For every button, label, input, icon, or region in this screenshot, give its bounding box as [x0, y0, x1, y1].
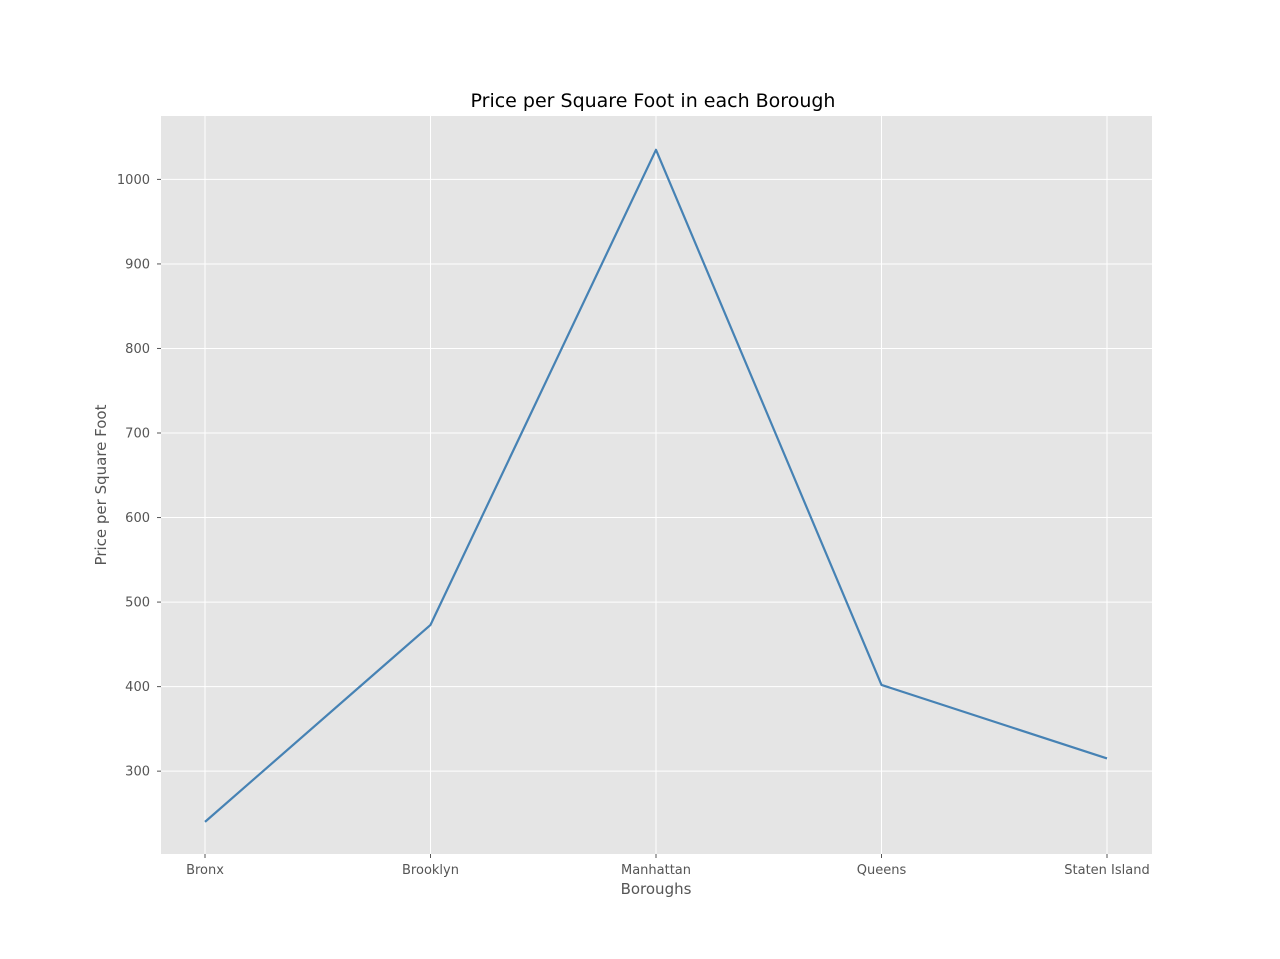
x-tick-label: Manhattan [621, 863, 691, 878]
y-tick-label: 700 [125, 427, 150, 442]
y-tick-label: 1000 [117, 173, 150, 188]
y-tick-label: 800 [125, 342, 150, 357]
y-axis-label: Price per Square Foot [92, 404, 110, 565]
x-tick-label: Staten Island [1064, 863, 1149, 878]
y-tick-label: 500 [125, 596, 150, 611]
x-tick-labels: Bronx Brooklyn Manhattan Queens Staten Islan… [186, 854, 1150, 878]
chart-title: Price per Square Foot in each Borough [471, 90, 836, 112]
y-tick-label: 400 [125, 680, 150, 695]
series-group [204, 148, 1108, 823]
y-tick-label: 300 [125, 765, 150, 780]
x-tick-label: Queens [857, 863, 907, 878]
gridlines [161, 116, 1152, 854]
series-line [204, 148, 1108, 823]
x-axis-label: Boroughs [621, 880, 692, 898]
y-tick-label: 900 [125, 257, 150, 272]
x-tick-label: Brooklyn [402, 863, 459, 878]
y-tick-labels: 300 400 500 600 700 800 900 1000 [117, 173, 161, 780]
y-tick-label: 600 [125, 511, 150, 526]
x-tick-label: Bronx [186, 863, 224, 878]
